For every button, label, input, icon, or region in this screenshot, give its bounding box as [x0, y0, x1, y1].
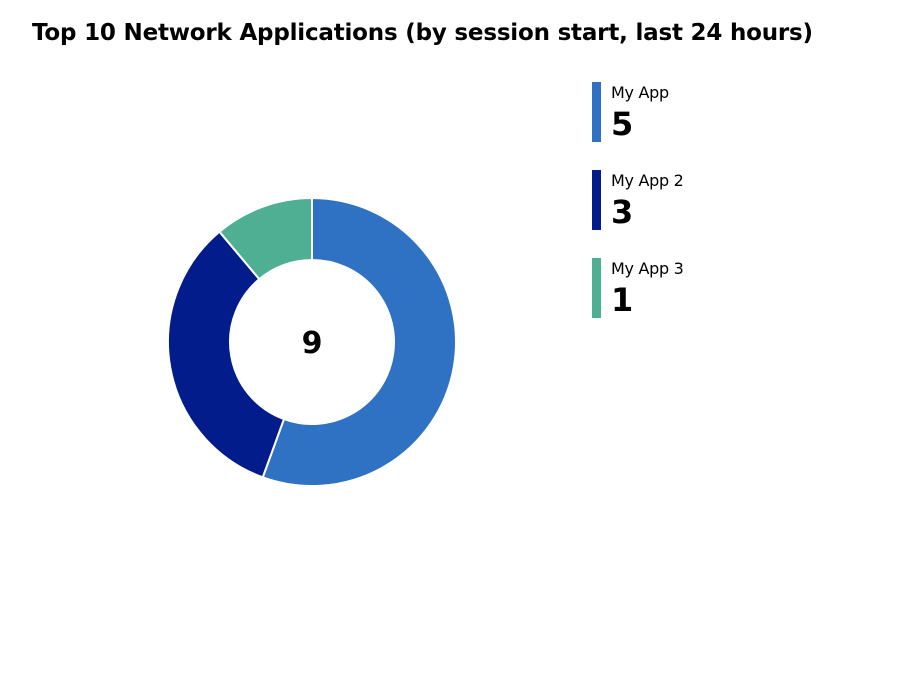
- donut-chart: 9: [160, 190, 464, 494]
- legend-value: 3: [611, 193, 634, 231]
- donut-slice-my-app[interactable]: [261, 196, 457, 487]
- donut-slice-my-app-2[interactable]: [167, 230, 286, 479]
- chart-title: Top 10 Network Applications (by session …: [32, 20, 813, 46]
- legend-label: My App 3: [611, 259, 684, 278]
- donut-total-label: 9: [302, 326, 323, 361]
- legend-item-my-app-2[interactable]: My App 2 3: [592, 170, 812, 230]
- legend-value: 1: [611, 281, 634, 319]
- donut-slice-my-app-3[interactable]: [218, 196, 313, 281]
- donut-svg: 9: [167, 196, 457, 487]
- legend-item-my-app[interactable]: My App 5: [592, 82, 812, 142]
- legend-item-my-app-3[interactable]: My App 3 1: [592, 258, 812, 318]
- legend: My App 5 My App 2 3 My App 3 1: [592, 82, 812, 346]
- legend-swatch: [592, 258, 601, 318]
- legend-swatch: [592, 82, 601, 142]
- legend-value: 5: [611, 105, 634, 143]
- legend-label: My App 2: [611, 171, 684, 190]
- legend-swatch: [592, 170, 601, 230]
- legend-label: My App: [611, 83, 669, 102]
